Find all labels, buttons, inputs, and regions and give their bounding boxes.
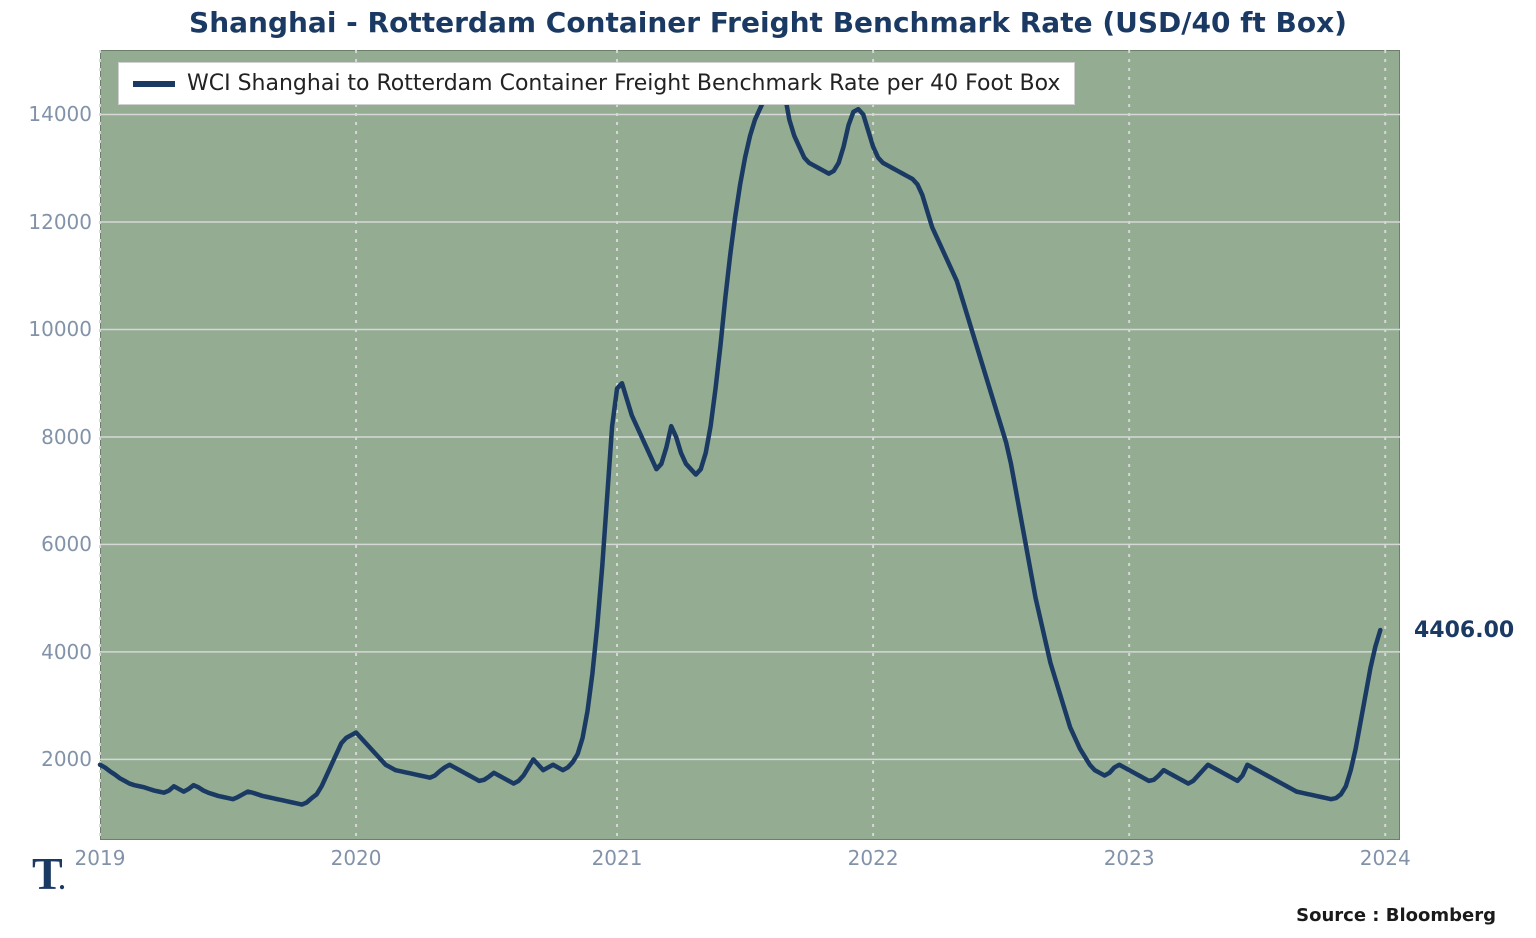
source-attribution: Source : Bloomberg xyxy=(1296,905,1496,926)
y-tick-label: 2000 xyxy=(8,747,92,771)
y-tick-label: 12000 xyxy=(8,210,92,234)
chart-title: Shanghai - Rotterdam Container Freight B… xyxy=(0,6,1536,39)
y-tick-label: 4000 xyxy=(8,640,92,664)
data-series xyxy=(100,74,1380,804)
y-tick-label: 8000 xyxy=(8,425,92,449)
x-tick-label: 2024 xyxy=(1360,846,1411,870)
x-tick-label: 2021 xyxy=(592,846,643,870)
y-tick-label: 6000 xyxy=(8,532,92,556)
y-tick-label: 14000 xyxy=(8,102,92,126)
x-tick-label: 2019 xyxy=(75,846,126,870)
chart-svg xyxy=(100,50,1400,840)
legend-swatch xyxy=(133,81,175,87)
horizontal-gridlines xyxy=(100,114,1400,759)
x-tick-label: 2023 xyxy=(1104,846,1155,870)
legend-label: WCI Shanghai to Rotterdam Container Frei… xyxy=(187,71,1060,96)
logo-dot-icon: . xyxy=(59,866,66,895)
legend: WCI Shanghai to Rotterdam Container Frei… xyxy=(118,62,1075,105)
x-tick-label: 2020 xyxy=(331,846,382,870)
chart-container: Shanghai - Rotterdam Container Freight B… xyxy=(0,0,1536,938)
watermark-logo: T. xyxy=(32,847,65,900)
plot-area: WCI Shanghai to Rotterdam Container Frei… xyxy=(100,50,1400,840)
x-tick-label: 2022 xyxy=(848,846,899,870)
y-tick-label: 10000 xyxy=(8,317,92,341)
line-end-value-label: 4406.00 xyxy=(1414,618,1514,643)
